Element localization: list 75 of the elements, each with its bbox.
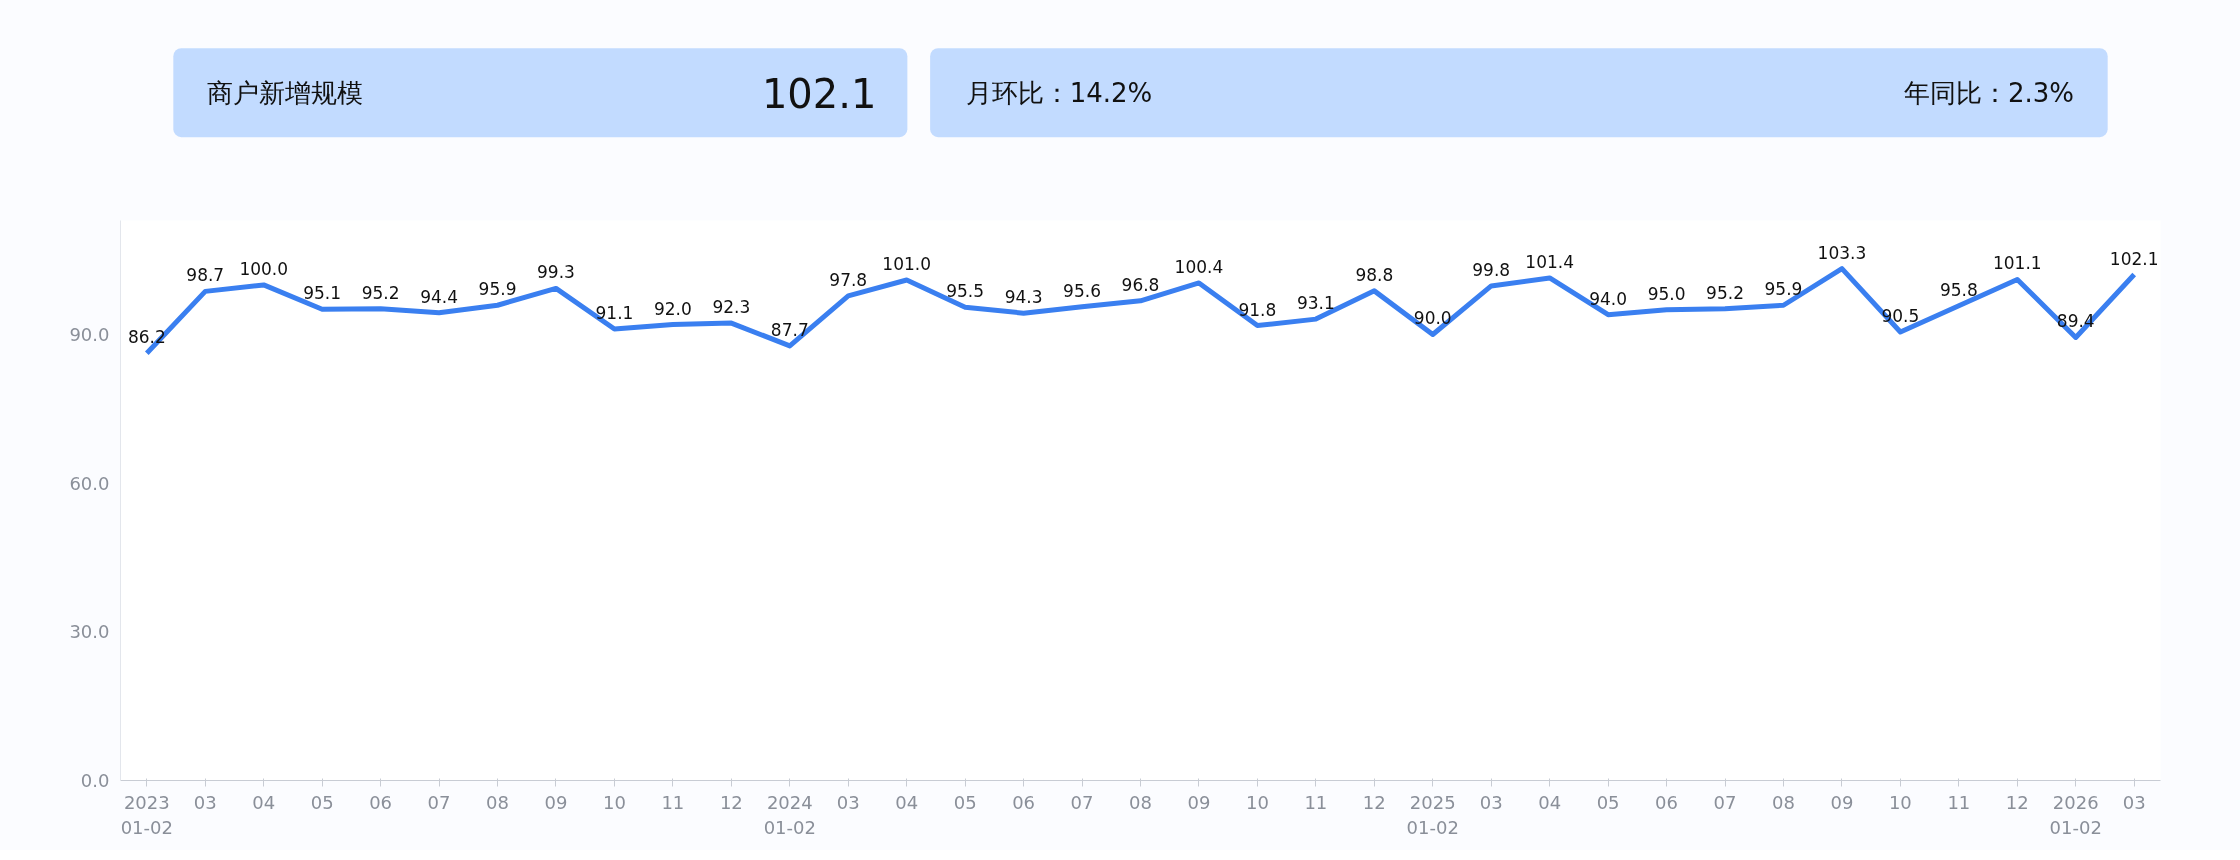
data-label: 94.3 (1004, 287, 1043, 308)
data-label: 98.8 (1355, 264, 1394, 285)
x-tick-label: 08 (486, 791, 509, 813)
x-tick-label: 06 (1655, 791, 1679, 813)
x-tick-label: 2025 01-02 (1406, 791, 1459, 838)
x-tick-label: 2026 01-02 (2049, 791, 2102, 838)
x-tick-label: 05 (953, 791, 977, 813)
x-tick-label: 11 (1947, 791, 1971, 813)
y-tick-label: 90.0 (69, 323, 110, 345)
data-label: 91.8 (1238, 299, 1277, 320)
data-label: 103.3 (1817, 242, 1867, 263)
data-label: 100.0 (239, 258, 289, 279)
data-label: 95.9 (1764, 279, 1803, 300)
text: 月环比：14.2% (965, 77, 1153, 108)
data-label: 98.7 (186, 265, 225, 286)
data-label: 99.8 (1472, 259, 1511, 280)
x-tick-label: 03 (2122, 791, 2146, 813)
data-label: 101.0 (882, 253, 932, 274)
data-label: 96.8 (1121, 274, 1160, 295)
data-label: 95.8 (1939, 279, 1978, 300)
x-tick-label: 05 (1596, 791, 1620, 813)
x-tick-label: 08 (1129, 791, 1152, 813)
x-tick-label: 11 (1304, 791, 1328, 813)
x-tick-label: 12 (719, 791, 743, 813)
x-tick-label: 09 (1187, 791, 1211, 813)
x-tick-label: 03 (836, 791, 860, 813)
data-label: 101.1 (1992, 253, 2042, 274)
x-tick-label: 07 (427, 791, 451, 813)
data-label: 95.2 (361, 282, 400, 303)
data-label: 95.0 (1647, 283, 1686, 304)
text: 102.1 (761, 70, 877, 117)
y-tick-label: 60.0 (69, 472, 110, 494)
x-tick-label: 12 (1362, 791, 1386, 813)
x-tick-label: 06 (1012, 791, 1036, 813)
x-tick-label: 07 (1713, 791, 1737, 813)
x-tick-label: 2023 01-02 (120, 791, 173, 838)
data-label: 95.6 (1063, 280, 1101, 301)
data-label: 102.1 (2109, 248, 2159, 269)
x-tick-label: 2024 01-02 (763, 791, 816, 838)
data-label: 92.3 (712, 297, 751, 318)
data-label: 93.1 (1296, 293, 1335, 314)
data-label: 95.2 (1706, 282, 1744, 303)
x-tick-label: 09 (544, 791, 568, 813)
x-tick-label: 05 (310, 791, 334, 813)
x-tick-label: 11 (661, 791, 685, 813)
data-label: 94.4 (420, 286, 458, 307)
data-label: 95.5 (946, 281, 985, 302)
y-tick-label: 30.0 (69, 621, 110, 643)
data-label: 97.8 (829, 269, 868, 290)
data-label: 95.1 (303, 283, 342, 304)
x-tick-label: 10 (602, 791, 626, 813)
data-label: 95.9 (478, 279, 517, 300)
data-label: 94.0 (1589, 288, 1628, 309)
data-label: 91.1 (595, 303, 634, 324)
x-tick-label: 12 (2005, 791, 2029, 813)
x-tick-label: 10 (1245, 791, 1269, 813)
data-label: 100.4 (1174, 256, 1224, 277)
x-tick-label: 06 (369, 791, 393, 813)
text: 年同比：2.3% (1903, 77, 2074, 108)
x-tick-label: 03 (1479, 791, 1503, 813)
x-tick-label: 09 (1830, 791, 1854, 813)
x-tick-label: 10 (1888, 791, 1912, 813)
data-label: 99.3 (537, 262, 575, 283)
x-tick-label: 04 (1538, 791, 1562, 813)
x-tick-label: 04 (895, 791, 919, 813)
x-tick-label: 07 (1070, 791, 1094, 813)
text: 商户新增规模 (207, 77, 364, 108)
data-label: 101.4 (1525, 251, 1575, 272)
data-label: 92.0 (653, 298, 692, 319)
y-tick-label: 0.0 (80, 770, 110, 791)
x-tick-label: 08 (1772, 791, 1795, 813)
x-tick-label: 03 (193, 791, 217, 813)
x-tick-label: 04 (252, 791, 276, 813)
data-label: 90.0 (1413, 308, 1452, 329)
data-label: 87.7 (770, 319, 809, 340)
